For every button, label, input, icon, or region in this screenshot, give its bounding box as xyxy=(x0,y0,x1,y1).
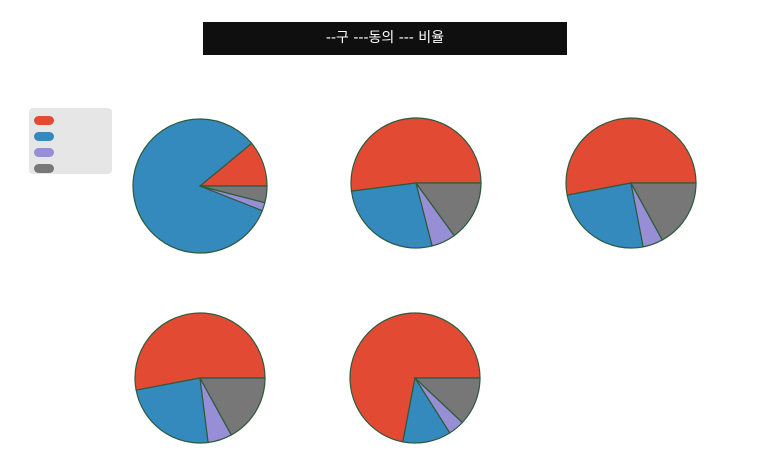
legend-swatch xyxy=(34,116,54,125)
legend-swatch xyxy=(34,164,54,173)
pie-slice xyxy=(567,183,643,248)
pie-slice xyxy=(136,378,208,443)
legend-swatch xyxy=(34,132,54,141)
pies xyxy=(133,118,696,443)
pie-slice xyxy=(351,118,481,191)
pie xyxy=(135,313,265,443)
legend-swatch xyxy=(34,148,54,157)
pie xyxy=(133,119,267,253)
legend xyxy=(29,108,112,174)
pie xyxy=(350,313,480,443)
pie xyxy=(351,118,481,248)
pie xyxy=(566,118,696,248)
